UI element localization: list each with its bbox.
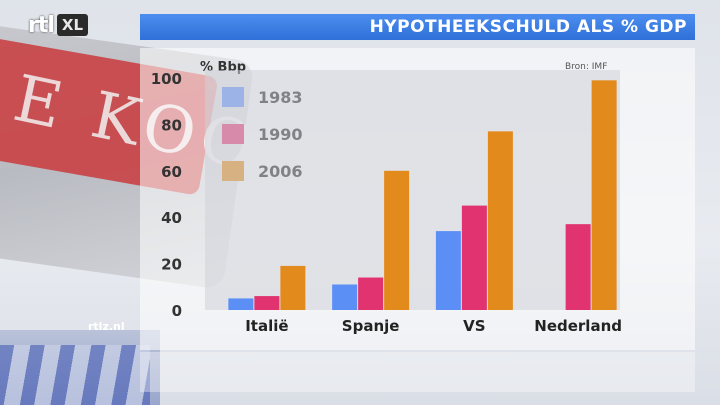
x-tick-label: Italië: [245, 317, 288, 335]
y-tick-label: 20: [161, 256, 182, 274]
logo-xl-badge: XL: [56, 14, 89, 36]
y-tick-label: 60: [161, 163, 182, 181]
y-tick-label: 100: [151, 70, 182, 88]
x-tick-label: Spanje: [342, 317, 400, 335]
website-label: rtlz.nl: [88, 320, 125, 333]
bar-1983-1: [332, 284, 358, 310]
bar-1990-2: [461, 205, 487, 310]
y-tick-label: 40: [161, 209, 182, 227]
bar-1990-3: [565, 224, 591, 310]
logo-xl-text: XL: [61, 16, 84, 34]
background-blue-figures: [0, 345, 150, 405]
logo-rtl-text: rtl: [28, 12, 55, 38]
y-tick-label: 0: [172, 302, 182, 320]
y-tick-label: 80: [161, 116, 182, 134]
title-bar: HYPOTHEEKSCHULD ALS % GDP: [140, 14, 695, 40]
bar-1983-0: [228, 298, 254, 310]
bar-2006-0: [280, 265, 306, 310]
bar-1983-2: [435, 231, 461, 310]
plot-area: [205, 70, 620, 310]
bar-2006-1: [384, 170, 410, 310]
x-tick-label: Nederland: [534, 317, 622, 335]
bar-2006-2: [487, 131, 513, 310]
chart-title: HYPOTHEEKSCHULD ALS % GDP: [369, 17, 687, 37]
x-tick-label: VS: [463, 317, 485, 335]
channel-logo: rtl XL: [28, 12, 89, 38]
bar-1990-0: [254, 296, 280, 310]
bar-1990-1: [358, 277, 384, 310]
source-label: Bron: IMF: [565, 62, 608, 72]
lower-panel: [140, 352, 695, 392]
bar-2006-3: [591, 80, 617, 310]
